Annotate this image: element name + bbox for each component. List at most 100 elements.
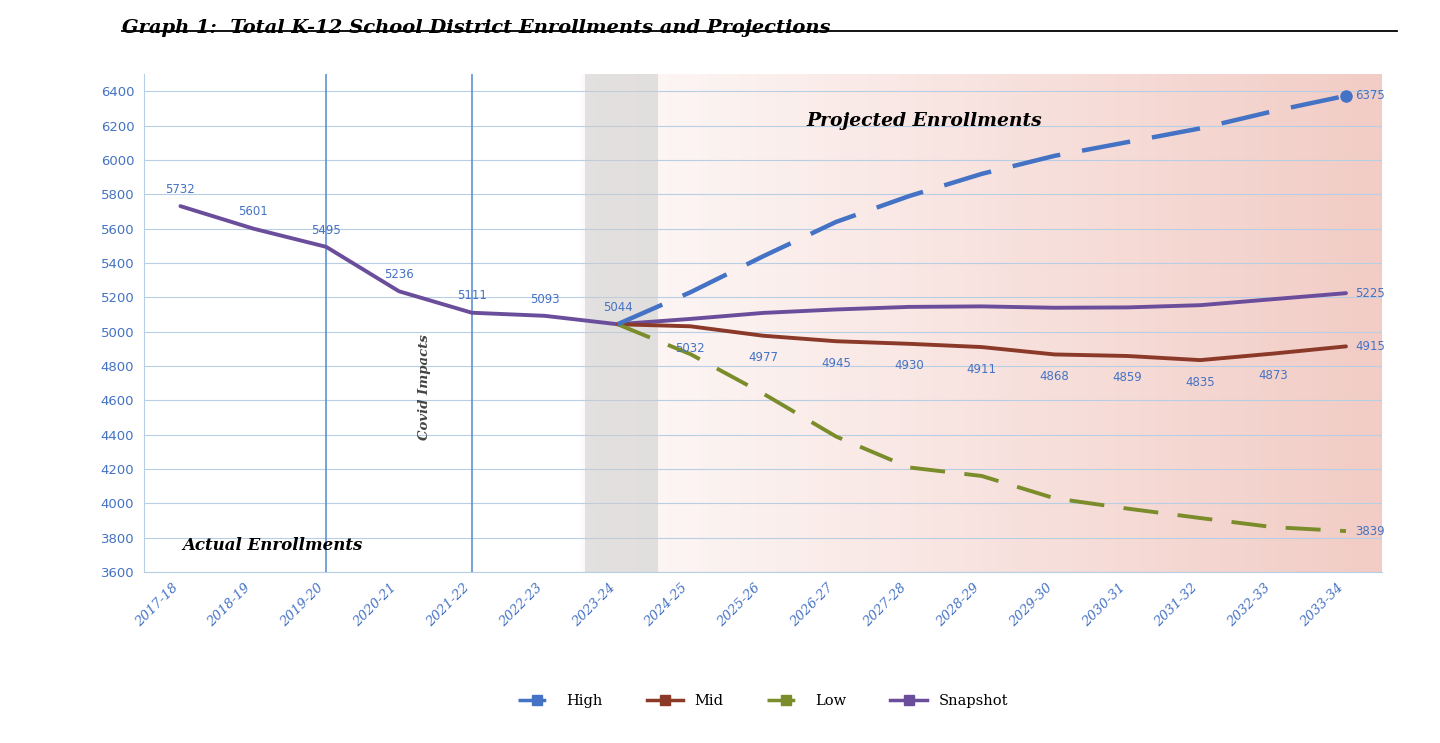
Bar xyxy=(1045,74,1048,572)
Bar xyxy=(827,74,829,572)
Text: Actual Enrollments: Actual Enrollments xyxy=(181,536,363,554)
Bar xyxy=(1001,74,1004,572)
Bar xyxy=(1358,74,1361,572)
Bar xyxy=(773,74,776,572)
Bar xyxy=(1089,74,1092,572)
Bar xyxy=(1024,74,1027,572)
Text: 4915: 4915 xyxy=(1355,340,1385,353)
Text: Covid Impacts: Covid Impacts xyxy=(418,334,431,440)
Bar xyxy=(1132,74,1133,572)
Bar xyxy=(1017,74,1020,572)
Bar xyxy=(1326,74,1329,572)
Bar xyxy=(1302,74,1305,572)
Bar xyxy=(1161,74,1164,572)
Bar xyxy=(1286,74,1289,572)
Bar xyxy=(598,74,600,572)
Bar xyxy=(782,74,785,572)
Bar xyxy=(742,74,744,572)
Bar xyxy=(973,74,976,572)
Bar xyxy=(851,74,854,572)
Bar xyxy=(1185,74,1188,572)
Bar xyxy=(698,74,701,572)
Bar xyxy=(876,74,877,572)
Bar xyxy=(1136,74,1139,572)
Bar xyxy=(883,74,886,572)
Bar xyxy=(1189,74,1192,572)
Bar xyxy=(1032,74,1035,572)
Bar xyxy=(1289,74,1292,572)
Bar xyxy=(798,74,801,572)
Bar xyxy=(1061,74,1064,572)
Bar xyxy=(894,74,896,572)
Bar xyxy=(968,74,971,572)
Bar xyxy=(1227,74,1230,572)
Bar xyxy=(1201,74,1204,572)
Bar xyxy=(605,74,608,572)
Bar xyxy=(1022,74,1024,572)
Bar xyxy=(1133,74,1136,572)
Bar xyxy=(992,74,995,572)
Bar xyxy=(888,74,891,572)
Bar xyxy=(1035,74,1038,572)
Bar xyxy=(899,74,901,572)
Bar xyxy=(613,74,616,572)
Bar xyxy=(626,74,629,572)
Bar xyxy=(1126,74,1129,572)
Legend: High, Mid, Low, Snapshot: High, Mid, Low, Snapshot xyxy=(513,689,1014,714)
Bar xyxy=(819,74,821,572)
Text: Projected Enrollments: Projected Enrollments xyxy=(806,111,1043,130)
Bar xyxy=(1057,74,1060,572)
Bar xyxy=(768,74,770,572)
Bar xyxy=(1305,74,1308,572)
Bar xyxy=(1038,74,1041,572)
Bar xyxy=(1329,74,1332,572)
Bar xyxy=(926,74,929,572)
Bar xyxy=(1148,74,1151,572)
Bar xyxy=(858,74,861,572)
Bar xyxy=(939,74,942,572)
Bar xyxy=(655,74,658,572)
Bar xyxy=(1230,74,1233,572)
Bar xyxy=(736,74,739,572)
Bar xyxy=(1188,74,1189,572)
Bar xyxy=(958,74,960,572)
Bar xyxy=(696,74,698,572)
Bar xyxy=(1011,74,1014,572)
Bar xyxy=(1139,74,1142,572)
Bar xyxy=(1060,74,1061,572)
Bar xyxy=(945,74,948,572)
Bar xyxy=(982,74,985,572)
Bar xyxy=(714,74,717,572)
Bar xyxy=(589,74,592,572)
Bar xyxy=(1339,74,1342,572)
Bar xyxy=(985,74,986,572)
Bar xyxy=(1079,74,1080,572)
Bar xyxy=(1223,74,1225,572)
Bar xyxy=(1169,74,1171,572)
Bar xyxy=(1076,74,1079,572)
Bar xyxy=(933,74,936,572)
Bar xyxy=(1182,74,1185,572)
Bar xyxy=(621,74,624,572)
Bar xyxy=(680,74,683,572)
Bar xyxy=(582,74,583,572)
Bar xyxy=(995,74,998,572)
Bar xyxy=(907,74,910,572)
Bar xyxy=(1233,74,1236,572)
Text: 5032: 5032 xyxy=(675,342,706,354)
Bar xyxy=(1332,74,1335,572)
Bar xyxy=(1207,74,1208,572)
Bar xyxy=(1276,74,1279,572)
Bar xyxy=(785,74,786,572)
Bar xyxy=(585,74,658,572)
Bar xyxy=(1279,74,1282,572)
Bar xyxy=(672,74,674,572)
Text: 4873: 4873 xyxy=(1259,369,1287,382)
Bar xyxy=(1048,74,1051,572)
Bar xyxy=(1208,74,1211,572)
Bar xyxy=(979,74,982,572)
Bar xyxy=(763,74,766,572)
Bar xyxy=(1192,74,1195,572)
Bar xyxy=(595,74,598,572)
Bar xyxy=(1260,74,1263,572)
